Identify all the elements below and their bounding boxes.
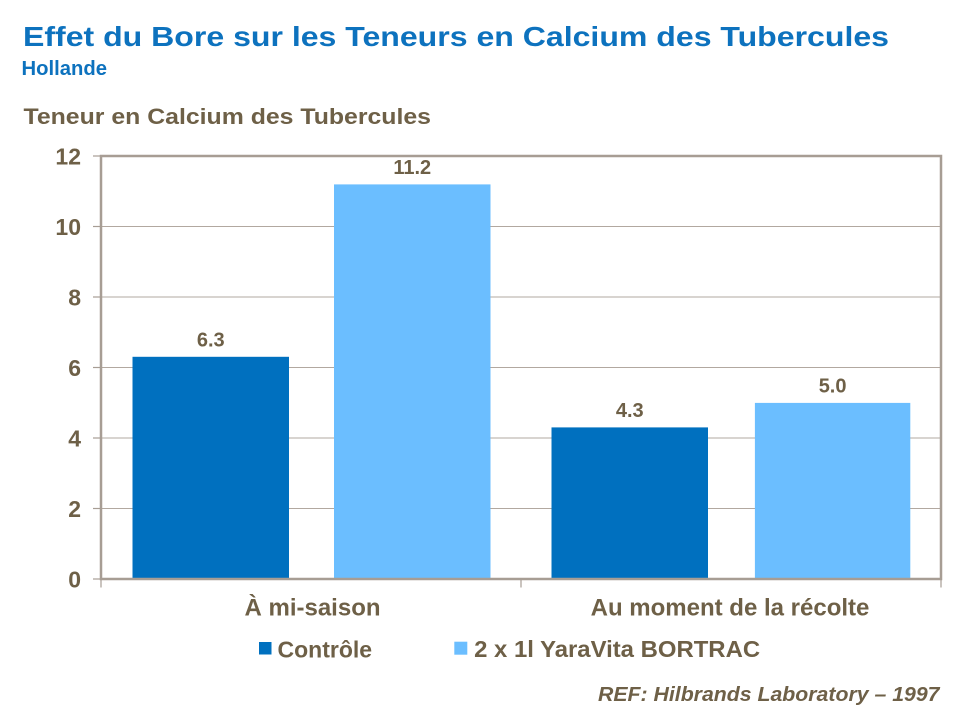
svg-text:À mi-saison: À mi-saison [244,594,380,622]
svg-text:Hollande: Hollande [22,58,108,80]
svg-text:2: 2 [68,496,81,522]
svg-text:2 x 1l YaraVita BORTRAC: 2 x 1l YaraVita BORTRAC [474,636,760,662]
svg-text:Au moment de la récolte: Au moment de la récolte [591,595,870,622]
svg-text:5.0: 5.0 [819,376,847,398]
svg-text:Teneur en Calcium des Tubercul: Teneur en Calcium des Tubercules [24,104,432,129]
svg-text:6.3: 6.3 [197,330,225,352]
svg-text:4.3: 4.3 [616,400,644,422]
svg-text:11.2: 11.2 [393,157,431,179]
svg-text:Effet du Bore sur les Teneurs: Effet du Bore sur les Teneurs en Calcium… [23,21,889,52]
svg-text:REF: Hilbrands Laboratory – 19: REF: Hilbrands Laboratory – 1997 [598,684,940,706]
svg-text:Contrôle: Contrôle [278,636,373,662]
svg-text:6: 6 [68,355,81,381]
svg-text:4: 4 [68,425,81,451]
svg-text:8: 8 [68,284,81,310]
svg-text:10: 10 [55,214,81,240]
svg-text:0: 0 [68,566,81,592]
svg-text:12: 12 [55,143,81,169]
